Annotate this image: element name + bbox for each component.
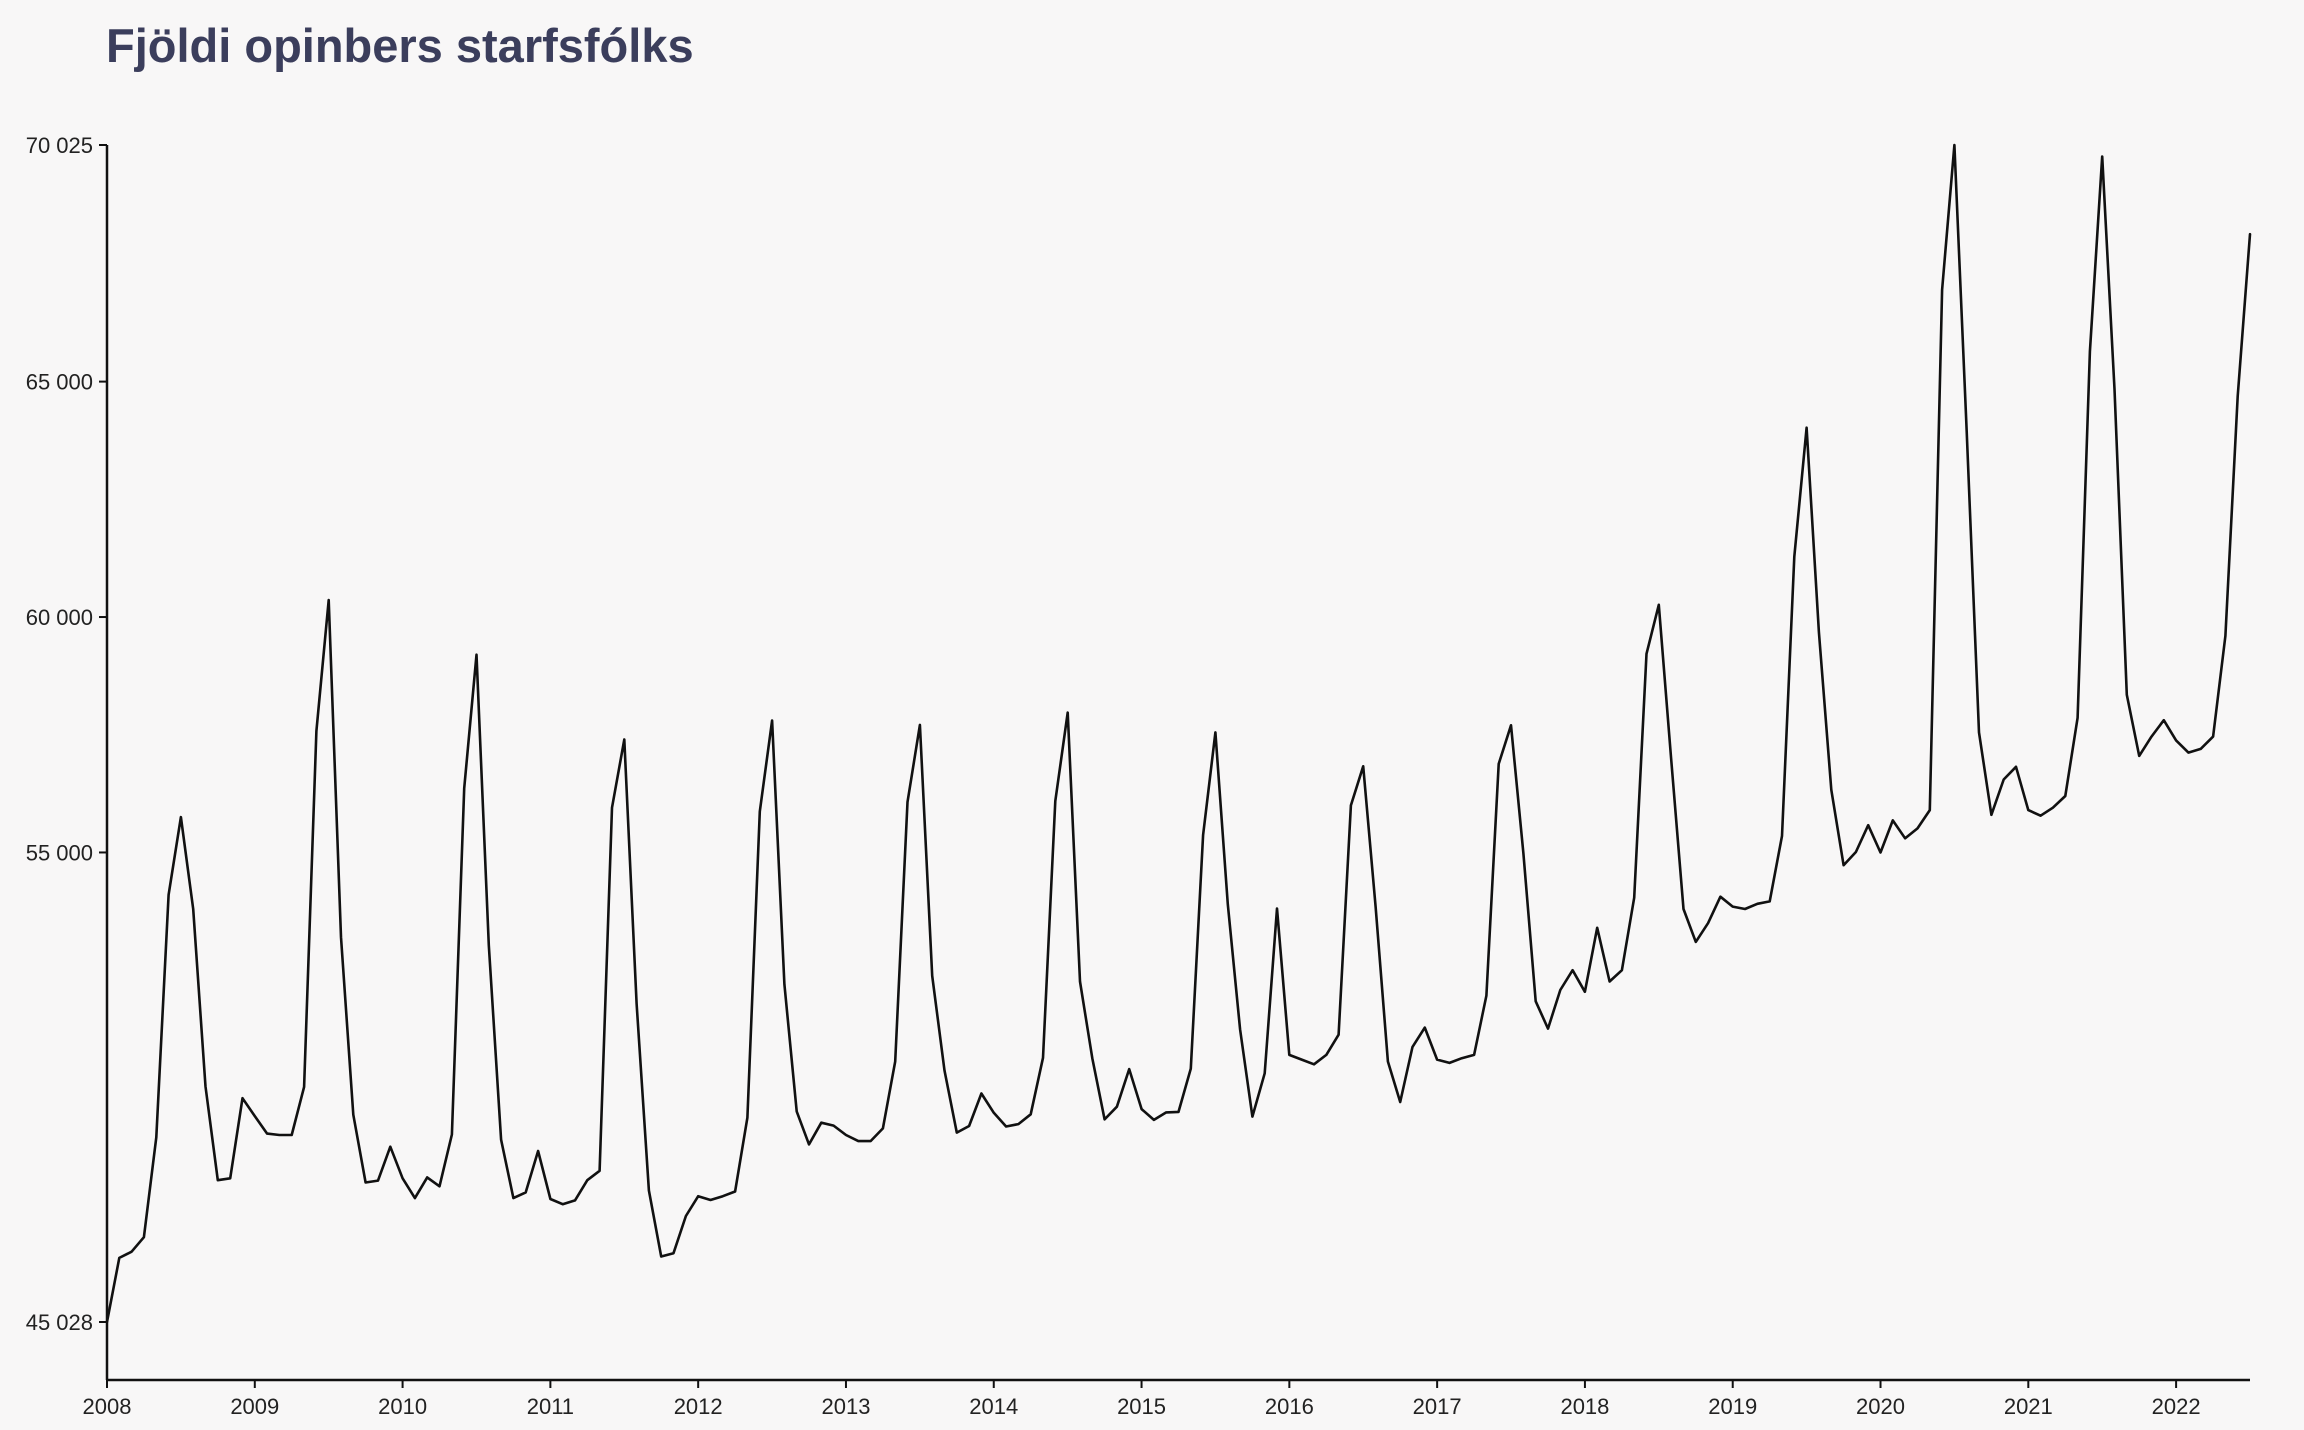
x-tick-label: 2016 [1265,1394,1314,1419]
x-tick-label: 2022 [2152,1394,2201,1419]
chart-title: Fjöldi opinbers starfsfólks [106,19,694,72]
y-axis: 45 028 55 000 60 000 65 000 70 025 [26,133,109,1380]
y-tick-label: 55 000 [26,840,93,865]
x-tick-label: 2018 [1560,1394,1609,1419]
y-tick-label: 45 028 [26,1310,93,1335]
x-tick-label: 2014 [969,1394,1018,1419]
y-tick-label: 65 000 [26,370,93,395]
x-tick-label: 2015 [1117,1394,1166,1419]
x-tick-label: 2021 [2004,1394,2053,1419]
y-tick-label: 60 000 [26,605,93,630]
x-tick-label: 2020 [1856,1394,1905,1419]
x-tick-label: 2010 [378,1394,427,1419]
x-tick-label: 2009 [230,1394,279,1419]
x-tick-label: 2011 [527,1394,574,1419]
x-tick-label: 2008 [83,1394,132,1419]
y-tick-label: 70 025 [26,133,93,158]
plot-area [105,143,2252,1324]
x-tick-label: 2017 [1413,1394,1462,1419]
x-tick-label: 2019 [1708,1394,1757,1419]
x-axis: 2008 2009 2010 2011 2012 2013 2014 2015 2016 2017… [83,1378,2250,1419]
x-tick-label: 2013 [821,1394,870,1419]
x-tick-label: 2012 [674,1394,723,1419]
series-line [105,143,2252,1324]
